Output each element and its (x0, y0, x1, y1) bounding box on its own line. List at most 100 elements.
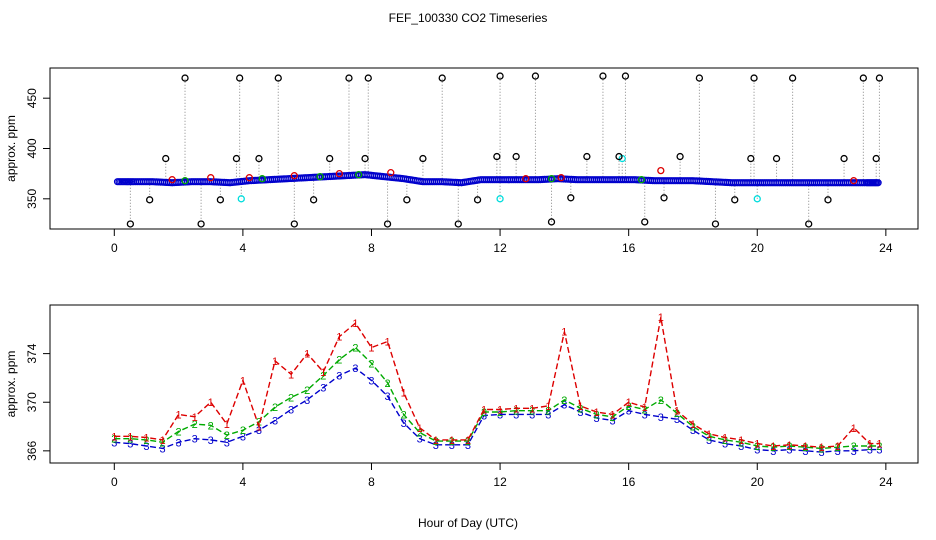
x-tick-label: 12 (493, 241, 507, 255)
y-axis-label: approx. ppm (4, 115, 18, 182)
series-marker-3: 3 (754, 445, 760, 457)
data-point-outliers (859, 74, 867, 82)
data-point-outliers (805, 220, 813, 228)
series-marker-1: 1 (320, 367, 326, 379)
series-marker-3: 3 (867, 445, 873, 457)
series-marker-3: 3 (224, 437, 230, 449)
data-point-base (874, 179, 882, 187)
data-point-outliers (875, 74, 884, 82)
series-marker-2: 2 (658, 395, 664, 407)
x-tick-label: 24 (879, 475, 893, 489)
series-marker-2: 2 (143, 435, 149, 447)
data-point-outliers (236, 74, 244, 82)
series-marker-1: 1 (401, 388, 407, 400)
data-point-outliers (290, 220, 298, 228)
series-marker-2: 2 (224, 430, 230, 442)
series-line-1 (114, 317, 880, 448)
series-marker-2: 2 (545, 406, 551, 418)
series-marker-1: 1 (577, 401, 583, 413)
series-marker-3: 3 (401, 418, 407, 430)
data-point-outliers (872, 154, 880, 163)
data-point-outliers (711, 220, 720, 228)
data-point-outliers (454, 220, 462, 228)
series-marker-3: 3 (304, 395, 310, 407)
data-point-outliers (197, 220, 205, 228)
series-marker-1: 1 (802, 441, 808, 453)
data-point-outliers (840, 154, 848, 163)
x-tick-label: 24 (879, 241, 893, 255)
series-marker-3: 3 (642, 409, 648, 421)
series-marker-2: 2 (642, 405, 648, 417)
series-line-3 (114, 367, 880, 453)
series-marker-3: 3 (786, 445, 792, 457)
series-marker-2: 2 (288, 392, 294, 404)
series-marker-3: 3 (208, 435, 214, 447)
data-point-red (207, 174, 215, 182)
series-marker-3: 3 (851, 446, 857, 458)
series-marker-2: 2 (513, 406, 519, 418)
series-marker-2: 2 (449, 436, 455, 448)
series-marker-1: 1 (192, 412, 198, 424)
series-marker-3: 3 (658, 412, 664, 424)
data-point-red (245, 174, 253, 182)
series-marker-3: 3 (626, 406, 632, 418)
series-marker-2: 2 (706, 431, 712, 443)
series-marker-3: 3 (722, 439, 728, 451)
series-marker-3: 3 (674, 414, 680, 426)
data-point-outliers (361, 154, 369, 163)
series-marker-3: 3 (256, 425, 262, 437)
series-marker-2: 2 (674, 408, 680, 420)
x-tick-label: 16 (622, 475, 636, 489)
series-marker-2: 2 (127, 434, 133, 446)
series-marker-2: 2 (851, 441, 857, 453)
series-marker-1: 1 (256, 422, 262, 434)
series-marker-2: 2 (176, 426, 182, 438)
series-marker-2: 2 (433, 436, 439, 448)
series-marker-1: 1 (304, 349, 310, 361)
data-point-red (850, 177, 858, 185)
series-marker-2: 2 (497, 407, 503, 419)
series-marker-3: 3 (417, 434, 423, 446)
series-marker-2: 2 (593, 409, 599, 421)
data-point-cyan (237, 195, 245, 203)
series-marker-1: 1 (288, 369, 294, 381)
series-marker-1: 1 (876, 439, 882, 451)
series-marker-3: 3 (240, 431, 246, 443)
series-marker-3: 3 (876, 445, 882, 457)
series-marker-1: 1 (240, 375, 246, 387)
series-marker-3: 3 (352, 363, 358, 375)
series-marker-2: 2 (384, 378, 390, 390)
data-point-red (168, 176, 176, 184)
data-point-outliers (583, 152, 591, 161)
data-point-outliers (438, 74, 446, 82)
data-point-red (387, 168, 395, 177)
series-marker-1: 1 (770, 441, 776, 453)
series-marker-2: 2 (352, 343, 358, 355)
series-marker-2: 2 (159, 437, 165, 449)
series-marker-2: 2 (561, 395, 567, 407)
data-point-outliers (512, 152, 520, 161)
series-marker-1: 1 (111, 431, 117, 443)
series-marker-2: 2 (722, 435, 728, 447)
series-marker-2: 2 (417, 428, 423, 440)
series-marker-2: 2 (208, 420, 214, 432)
series-marker-1: 1 (690, 419, 696, 431)
series-marker-3: 3 (127, 439, 133, 451)
series-marker-3: 3 (610, 415, 616, 427)
series-marker-3: 3 (835, 446, 841, 458)
x-tick-label: 4 (240, 241, 247, 255)
series-marker-2: 2 (876, 441, 882, 453)
data-point-outliers (146, 196, 154, 204)
series-marker-3: 3 (159, 443, 165, 455)
x-tick-label: 20 (751, 241, 765, 255)
x-axis-label: Hour of Day (UTC) (418, 516, 518, 530)
x-tick-label: 0 (111, 241, 118, 255)
data-point-outliers (364, 74, 372, 82)
data-point-outliers (824, 196, 832, 204)
series-marker-3: 3 (738, 441, 744, 453)
data-point-outliers (255, 154, 263, 163)
series-marker-1: 1 (610, 409, 616, 421)
data-point-outliers (747, 154, 755, 163)
data-point-outliers (181, 74, 189, 82)
